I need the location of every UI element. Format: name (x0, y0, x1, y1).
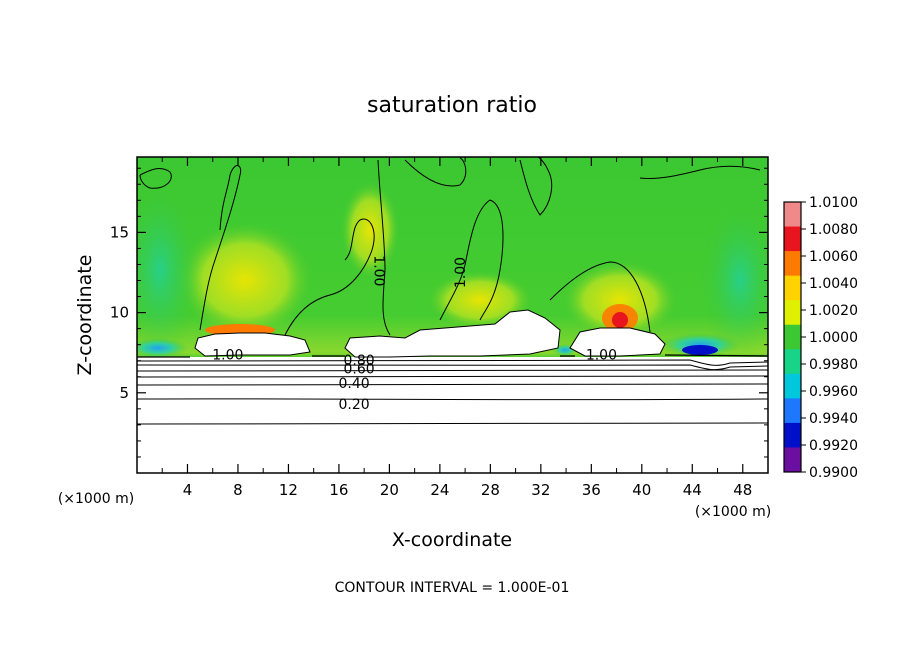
contour-line (137, 383, 768, 386)
warm-region (175, 220, 315, 340)
colorbar-label: 1.0100 (809, 195, 858, 211)
colorbar-label: 0.9920 (809, 438, 858, 454)
colorbar-label: 1.0060 (809, 249, 858, 265)
colorbar-swatch (784, 300, 801, 326)
contour-line (137, 398, 768, 401)
x-tick-label: 12 (279, 481, 298, 499)
contour-label: 0.80 (344, 353, 375, 369)
contour-label: 1.00 (370, 255, 386, 286)
cloud-region (344, 309, 561, 358)
contour-line (137, 354, 768, 358)
contour-label: 1.00 (212, 347, 243, 363)
colorbar-swatch (784, 251, 801, 277)
supersaturation-spot (612, 312, 628, 328)
cloud-region (569, 327, 666, 357)
contour-line (284, 218, 375, 336)
colorbar-swatch (784, 398, 801, 424)
y-tick-label: 10 (110, 304, 129, 322)
x-tick-label: 36 (582, 481, 601, 499)
chart-title: saturation ratio (367, 93, 537, 118)
colorbar-label: 0.9960 (809, 384, 858, 400)
y-tick-label: 5 (119, 384, 129, 402)
contour-line (377, 159, 391, 336)
x-tick-label: 32 (531, 481, 550, 499)
colorbar-swatch (784, 349, 801, 375)
contour-line (137, 364, 768, 371)
dry-spot (137, 338, 188, 358)
x-axis: 4 8 12 16 20 24 28 32 36 40 44 48 (161, 157, 752, 499)
colorbar: 1.0100 1.0080 1.0060 1.0040 1.0020 1.0000 0.99… (783, 195, 858, 481)
warm-region (340, 180, 400, 280)
contour-line (404, 157, 467, 187)
contour-line (137, 359, 768, 366)
x-tick-label: 20 (380, 481, 399, 499)
x-tick-label: 24 (430, 481, 449, 499)
contour-label: 0.40 (338, 376, 369, 392)
contour-label: 0.60 (344, 362, 375, 378)
plot-field (137, 157, 768, 473)
contour-line (519, 157, 553, 216)
x-tick-label: 4 (183, 481, 193, 499)
contour-line (139, 168, 172, 189)
colorbar-label: 1.0080 (809, 222, 858, 238)
colorbar-swatch (784, 226, 801, 252)
warm-region (560, 260, 680, 340)
colorbar-swatch (784, 447, 801, 473)
y-axis-label: Z-coordinate (74, 255, 96, 376)
x-axis-label: X-coordinate (392, 529, 512, 551)
x-tick-label: 28 (481, 481, 500, 499)
colorbar-swatch (784, 324, 801, 350)
contour-line (137, 369, 768, 372)
x-tick-label: 8 (233, 481, 243, 499)
contour-labels: 1.00 1.00 1.00 1.00 0.800.600.40 0.20 (212, 255, 617, 413)
stable-layer (137, 357, 768, 473)
colorbar-swatch (784, 422, 801, 448)
supersaturation-spot (682, 345, 718, 355)
colorbar-label: 0.9940 (809, 411, 858, 427)
contour-line (549, 261, 651, 333)
contour-line (137, 375, 768, 378)
contour-label: 1.00 (586, 347, 617, 363)
colorbar-swatch (784, 373, 801, 399)
colorbar-label: 1.0040 (809, 276, 858, 292)
plot-frame (136, 156, 769, 474)
colorbar-label: 1.0020 (809, 303, 858, 319)
colorbar-swatch (784, 202, 801, 228)
colorbar-swatch (784, 275, 801, 301)
x-tick-label: 48 (733, 481, 752, 499)
cloud-region (194, 332, 311, 357)
colorbar-label: 0.9980 (809, 357, 858, 373)
x-unit-left: (×1000 m) (58, 491, 134, 507)
moist-region (700, 200, 768, 360)
x-tick-label: 40 (632, 481, 651, 499)
colorbar-label: 1.0000 (809, 330, 858, 346)
moist-region (137, 180, 200, 360)
y-axis: 5 10 15 (110, 167, 768, 458)
contour-label: 0.20 (338, 397, 369, 413)
x-unit-right: (×1000 m) (695, 504, 771, 520)
contour-interval-footer: CONTOUR INTERVAL = 1.000E-01 (335, 580, 570, 596)
colorbar-label: 0.9900 (809, 465, 858, 481)
y-tick-label: 15 (110, 223, 129, 241)
contour-label: 1.00 (453, 257, 469, 288)
contour-line (137, 422, 768, 425)
contour-line (639, 165, 761, 179)
contour-line (439, 199, 504, 321)
x-tick-label: 44 (683, 481, 702, 499)
x-tick-label: 16 (329, 481, 348, 499)
contour-line (199, 165, 242, 331)
